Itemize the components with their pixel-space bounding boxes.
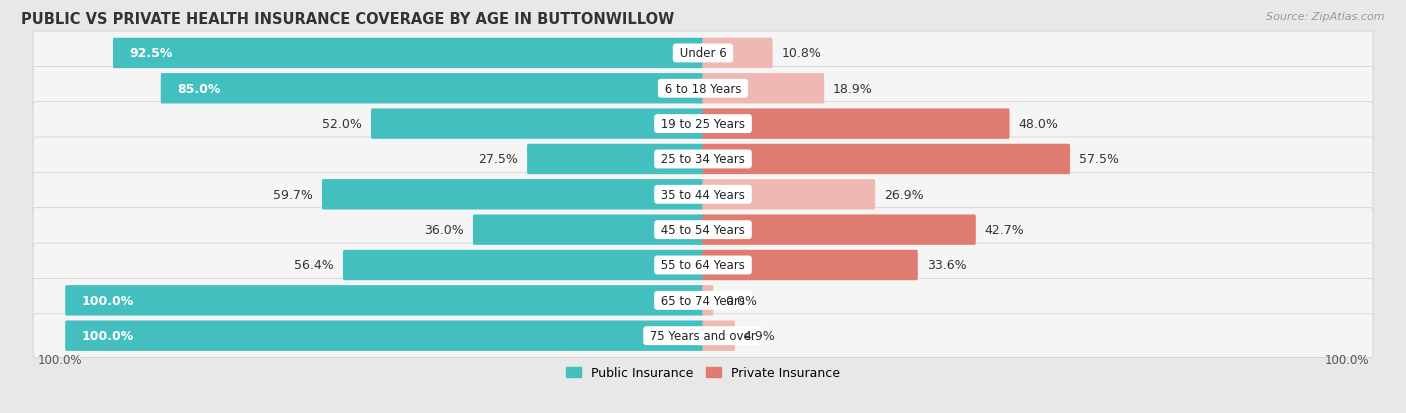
Text: 57.5%: 57.5% <box>1078 153 1119 166</box>
FancyBboxPatch shape <box>322 180 704 210</box>
Text: 52.0%: 52.0% <box>322 118 363 131</box>
Text: 10.8%: 10.8% <box>782 47 821 60</box>
FancyBboxPatch shape <box>702 74 824 104</box>
Text: Under 6: Under 6 <box>676 47 730 60</box>
Text: 6 to 18 Years: 6 to 18 Years <box>661 83 745 95</box>
Text: 4.9%: 4.9% <box>744 330 776 342</box>
Text: 25 to 34 Years: 25 to 34 Years <box>657 153 749 166</box>
Text: 27.5%: 27.5% <box>478 153 519 166</box>
FancyBboxPatch shape <box>702 285 713 316</box>
Text: 85.0%: 85.0% <box>177 83 221 95</box>
Text: 75 Years and over: 75 Years and over <box>647 330 759 342</box>
Text: 48.0%: 48.0% <box>1018 118 1059 131</box>
Text: 100.0%: 100.0% <box>82 330 134 342</box>
FancyBboxPatch shape <box>32 244 1374 287</box>
FancyBboxPatch shape <box>160 74 704 104</box>
FancyBboxPatch shape <box>702 321 735 351</box>
Text: 19 to 25 Years: 19 to 25 Years <box>657 118 749 131</box>
FancyBboxPatch shape <box>371 109 704 140</box>
Text: 59.7%: 59.7% <box>273 188 314 201</box>
FancyBboxPatch shape <box>32 314 1374 358</box>
FancyBboxPatch shape <box>32 138 1374 181</box>
Text: 92.5%: 92.5% <box>129 47 173 60</box>
Text: PUBLIC VS PRIVATE HEALTH INSURANCE COVERAGE BY AGE IN BUTTONWILLOW: PUBLIC VS PRIVATE HEALTH INSURANCE COVER… <box>21 12 675 27</box>
Text: Source: ZipAtlas.com: Source: ZipAtlas.com <box>1267 12 1385 22</box>
FancyBboxPatch shape <box>65 285 704 316</box>
FancyBboxPatch shape <box>702 250 918 280</box>
FancyBboxPatch shape <box>702 215 976 245</box>
FancyBboxPatch shape <box>112 39 704 69</box>
FancyBboxPatch shape <box>702 145 1070 175</box>
Text: 18.9%: 18.9% <box>832 83 873 95</box>
Text: 100.0%: 100.0% <box>38 354 82 366</box>
FancyBboxPatch shape <box>527 145 704 175</box>
FancyBboxPatch shape <box>32 208 1374 252</box>
FancyBboxPatch shape <box>343 250 704 280</box>
Text: 35 to 44 Years: 35 to 44 Years <box>657 188 749 201</box>
FancyBboxPatch shape <box>472 215 704 245</box>
FancyBboxPatch shape <box>32 173 1374 217</box>
FancyBboxPatch shape <box>65 321 704 351</box>
FancyBboxPatch shape <box>32 67 1374 111</box>
FancyBboxPatch shape <box>702 109 1010 140</box>
Text: 0.0%: 0.0% <box>725 294 758 307</box>
Text: 36.0%: 36.0% <box>425 223 464 237</box>
Text: 33.6%: 33.6% <box>927 259 966 272</box>
FancyBboxPatch shape <box>32 279 1374 323</box>
FancyBboxPatch shape <box>32 102 1374 146</box>
FancyBboxPatch shape <box>702 39 772 69</box>
Text: 56.4%: 56.4% <box>294 259 335 272</box>
Text: 65 to 74 Years: 65 to 74 Years <box>657 294 749 307</box>
Text: 26.9%: 26.9% <box>884 188 924 201</box>
Text: 45 to 54 Years: 45 to 54 Years <box>657 223 749 237</box>
FancyBboxPatch shape <box>32 32 1374 76</box>
Legend: Public Insurance, Private Insurance: Public Insurance, Private Insurance <box>562 363 844 383</box>
Text: 42.7%: 42.7% <box>984 223 1025 237</box>
Text: 100.0%: 100.0% <box>82 294 134 307</box>
Text: 100.0%: 100.0% <box>1324 354 1368 366</box>
Text: 55 to 64 Years: 55 to 64 Years <box>657 259 749 272</box>
FancyBboxPatch shape <box>702 180 875 210</box>
